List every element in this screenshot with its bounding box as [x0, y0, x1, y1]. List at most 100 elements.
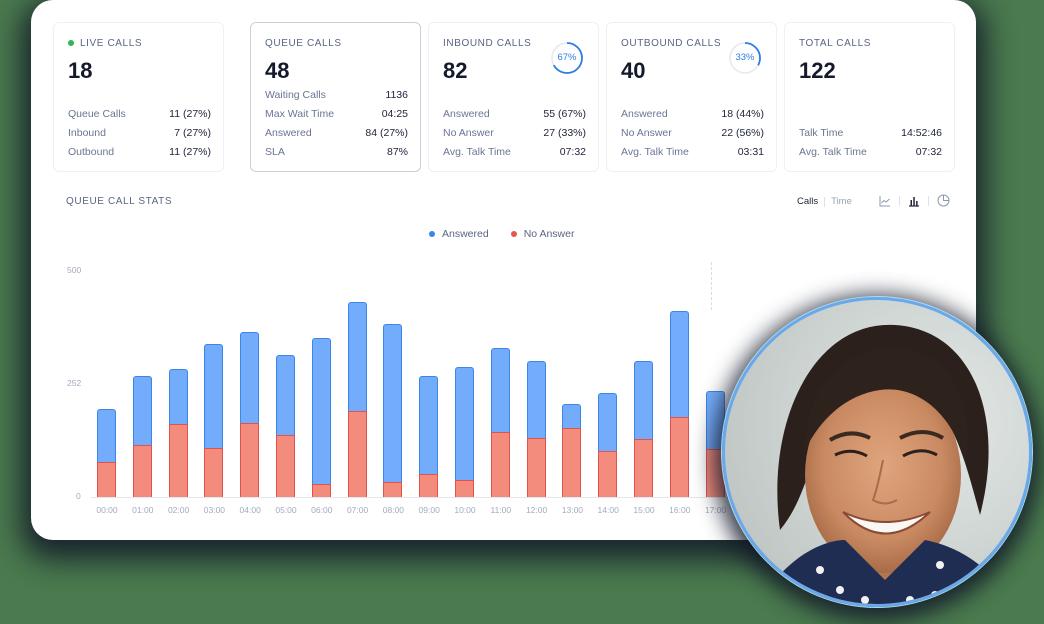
no-answer-segment[interactable] [455, 480, 474, 497]
answered-segment[interactable] [276, 354, 295, 435]
stat-row: Queue Calls 11 (27%) [68, 105, 211, 124]
bar-0700[interactable] [347, 301, 367, 497]
card-title-text: INBOUND CALLS [443, 37, 532, 49]
bar-1100[interactable] [490, 348, 510, 497]
inbound-calls-card[interactable]: INBOUND CALLS 82 67% Answered 55 (67%) No… [428, 22, 599, 172]
no-answer-segment[interactable] [669, 417, 689, 497]
no-answer-segment[interactable] [276, 434, 295, 497]
live-calls-card[interactable]: LIVE CALLS 18 Queue Calls 11 (27%) Inboun… [53, 22, 224, 172]
stat-label: SLA [265, 146, 285, 158]
answered-segment[interactable] [168, 368, 188, 424]
stat-label: No Answer [621, 127, 672, 139]
bar-0100[interactable] [132, 376, 152, 497]
card-title: LIVE CALLS [68, 36, 211, 50]
card-stats: Queue Calls 11 (27%) Inbound 7 (27%) Outbo… [68, 105, 211, 162]
no-answer-segment[interactable] [204, 447, 224, 497]
no-answer-segment[interactable] [347, 411, 367, 497]
queue-calls-card[interactable]: QUEUE CALLS 48 Waiting Calls 1136 Max Wai… [250, 22, 421, 172]
no-answer-segment[interactable] [383, 482, 403, 497]
x-tick-label: 07:00 [346, 505, 369, 515]
stat-label: Answered [621, 108, 668, 120]
no-answer-segment[interactable] [168, 423, 188, 497]
stat-row: SLA 87% [265, 143, 408, 162]
no-answer-segment[interactable] [490, 432, 510, 497]
stat-value: 11 (27%) [169, 146, 211, 158]
answered-segment[interactable] [419, 376, 439, 474]
bar-1500[interactable] [634, 360, 653, 497]
x-tick-label: 04:00 [239, 505, 261, 515]
stat-row: Avg. Talk Time 07:32 [799, 143, 942, 162]
bar-1400[interactable] [598, 393, 618, 497]
stat-value: 84 (27%) [365, 127, 408, 139]
answered-segment[interactable] [455, 367, 474, 481]
bar-chart-icon[interactable] [908, 195, 920, 207]
y-tick: 500 [67, 265, 82, 275]
x-tick-label: 03:00 [203, 505, 226, 515]
toggle-time[interactable]: Time [831, 196, 852, 207]
legend-answered[interactable]: Answered [429, 228, 489, 240]
answered-segment[interactable] [311, 338, 331, 484]
bar-0500[interactable] [276, 354, 295, 497]
pie-chart-icon[interactable] [937, 194, 950, 207]
bar-0900[interactable] [419, 376, 439, 497]
answered-segment[interactable] [204, 344, 224, 448]
no-answer-segment[interactable] [419, 473, 439, 497]
toggle-calls[interactable]: Calls [797, 196, 819, 207]
no-answer-segment[interactable] [634, 438, 653, 497]
answered-segment[interactable] [669, 310, 689, 418]
stat-value: 03:31 [737, 146, 764, 158]
stat-label: Inbound [68, 127, 106, 139]
stacked-bar-chart [91, 260, 771, 497]
person-portrait-icon [758, 324, 1012, 604]
card-title: QUEUE CALLS [265, 36, 408, 50]
bar-1000[interactable] [455, 367, 474, 497]
answered-segment[interactable] [97, 408, 116, 463]
progress-ring-icon [729, 42, 761, 74]
total-calls-card[interactable]: TOTAL CALLS 122 Talk Time 14:52:46 Avg. T… [784, 22, 955, 172]
card-value: 122 [799, 58, 836, 83]
line-chart-icon[interactable] [879, 195, 891, 207]
answered-segment[interactable] [598, 393, 618, 452]
bar-0300[interactable] [204, 344, 224, 497]
no-answer-segment[interactable] [311, 483, 331, 497]
no-answer-segment[interactable] [598, 451, 618, 497]
bar-0600[interactable] [311, 338, 331, 497]
bar-1600[interactable] [669, 310, 689, 497]
answered-segment[interactable] [240, 332, 260, 423]
divider [899, 195, 900, 206]
answered-segment[interactable] [383, 324, 403, 483]
stat-value: 55 (67%) [543, 108, 586, 120]
legend-no-answer[interactable]: No Answer [510, 228, 574, 240]
x-axis-line [91, 497, 761, 498]
bar-0400[interactable] [240, 332, 260, 497]
stat-value: 87% [386, 146, 408, 158]
answered-segment[interactable] [526, 360, 546, 438]
card-stats: Answered 55 (67%) No Answer 27 (33%) Avg. … [443, 105, 586, 162]
bar-0800[interactable] [383, 324, 403, 497]
no-answer-segment[interactable] [240, 423, 260, 497]
answered-segment[interactable] [634, 360, 653, 439]
no-answer-segment[interactable] [132, 444, 152, 497]
stat-label: Avg. Talk Time [799, 146, 867, 158]
x-tick-label: 10:00 [454, 505, 476, 515]
answered-segment[interactable] [347, 301, 367, 412]
answered-segment[interactable] [132, 376, 152, 445]
outbound-calls-card[interactable]: OUTBOUND CALLS 40 33% Answered 18 (44%) N… [606, 22, 777, 172]
no-answer-segment[interactable] [97, 462, 116, 497]
answered-segment[interactable] [490, 348, 510, 433]
answered-segment[interactable] [562, 403, 582, 428]
bar-0000[interactable] [97, 408, 116, 497]
chart-legend: Answered No Answer [429, 228, 574, 240]
card-value: 82 [443, 58, 468, 83]
stat-label: Talk Time [799, 127, 844, 139]
stat-row: No Answer 22 (56%) [621, 124, 764, 143]
x-tick-label: 00:00 [96, 505, 118, 515]
bar-1200[interactable] [526, 360, 546, 497]
bar-1300[interactable] [562, 403, 582, 497]
no-answer-segment[interactable] [526, 437, 546, 497]
bar-0200[interactable] [168, 368, 188, 497]
card-title: INBOUND CALLS [443, 36, 586, 50]
answered-segment[interactable] [705, 391, 725, 449]
stat-value: 14:52:46 [901, 127, 942, 139]
no-answer-segment[interactable] [562, 428, 582, 497]
